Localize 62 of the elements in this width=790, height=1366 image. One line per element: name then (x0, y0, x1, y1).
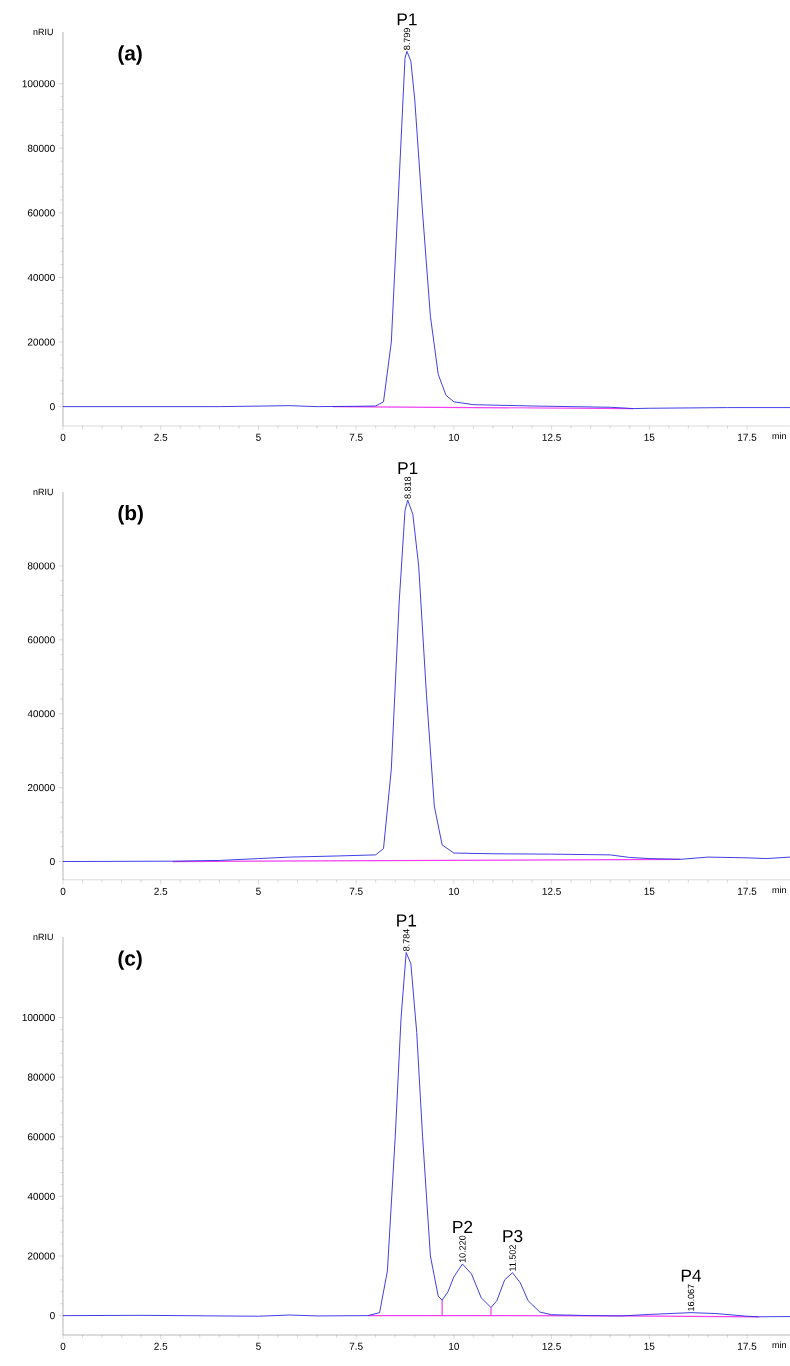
annotation: P3 (503, 1230, 523, 1243)
y-tick-label: 40000 (27, 273, 55, 281)
annotation: 11.502 (509, 1245, 516, 1271)
x-tick-label: 10 (449, 887, 460, 895)
x-tick-label: 7.5 (349, 887, 363, 895)
y-axis-title: nRIU (33, 933, 53, 941)
y-tick-label: 40000 (27, 1192, 55, 1200)
text: P1 (398, 462, 418, 475)
x-axis-title: min (772, 1341, 786, 1349)
x-axis-title: min (772, 886, 786, 894)
x-tick-label: 2.5 (154, 433, 168, 441)
y-tick-label: 0 (50, 858, 55, 866)
y-tick-label: 80000 (27, 1073, 55, 1081)
y-axis-title: nRIU (33, 28, 53, 36)
y-tick-label: 0 (50, 403, 55, 411)
annotation: P2 (453, 1220, 473, 1233)
y-axis-title: nRIU (33, 488, 53, 496)
x-tick-label: 2.5 (154, 1342, 168, 1350)
x-tick-label: 0 (60, 433, 66, 441)
x-tick-label: 5 (256, 1342, 261, 1350)
x-tick-label: 0 (60, 887, 66, 895)
text: (c) (118, 950, 142, 970)
x-tick-label: 5 (256, 887, 261, 895)
x-axis-title: min (772, 432, 786, 440)
x-tick-label: 7.5 (349, 1342, 363, 1350)
x-tick-label: 17.5 (738, 887, 757, 895)
x-tick-label: 12.5 (542, 887, 561, 895)
annotation: 8.818 (404, 476, 411, 499)
x-tick-label: 12.5 (542, 433, 561, 441)
y-tick-label: 80000 (27, 144, 55, 152)
y-tick-label: 60000 (27, 1133, 55, 1141)
y-tick-label: 100000 (22, 1013, 55, 1022)
y-tick-label: 60000 (27, 209, 55, 217)
x-tick-label: 17.5 (738, 1342, 757, 1350)
annotation: 8.784 (403, 929, 410, 951)
y-tick-label: 20000 (27, 338, 55, 346)
text: P1 (397, 914, 417, 927)
x-tick-label: 7.5 (349, 433, 363, 441)
x-tick-label: 0 (60, 1342, 66, 1350)
x-tick-label: 15 (644, 887, 655, 895)
text: (a) (118, 45, 142, 65)
y-tick-label: 80000 (27, 562, 55, 570)
x-tick-label: 10 (449, 1342, 460, 1350)
x-tick-label: 2.5 (154, 887, 168, 895)
text: (b) (118, 505, 143, 525)
x-tick-label: 12.5 (542, 1342, 561, 1350)
y-tick-label: 0 (50, 1312, 55, 1320)
annotation: 10.220 (459, 1235, 466, 1263)
y-tick-label: 20000 (27, 1252, 55, 1260)
text: P1 (397, 13, 417, 26)
x-tick-label: 17.5 (738, 433, 757, 441)
x-tick-label: 15 (644, 433, 655, 441)
y-tick-label: 60000 (27, 636, 55, 644)
y-tick-label: 100000 (22, 80, 55, 88)
x-tick-label: 5 (256, 433, 261, 441)
annotation: 8.799 (403, 28, 411, 50)
y-tick-label: 20000 (27, 784, 55, 792)
x-tick-label: 15 (644, 1342, 655, 1350)
annotation: 16.067 (687, 1284, 695, 1311)
annotation: P4 (681, 1269, 702, 1282)
y-tick-label: 40000 (27, 710, 55, 718)
x-tick-label: 10 (449, 433, 460, 441)
